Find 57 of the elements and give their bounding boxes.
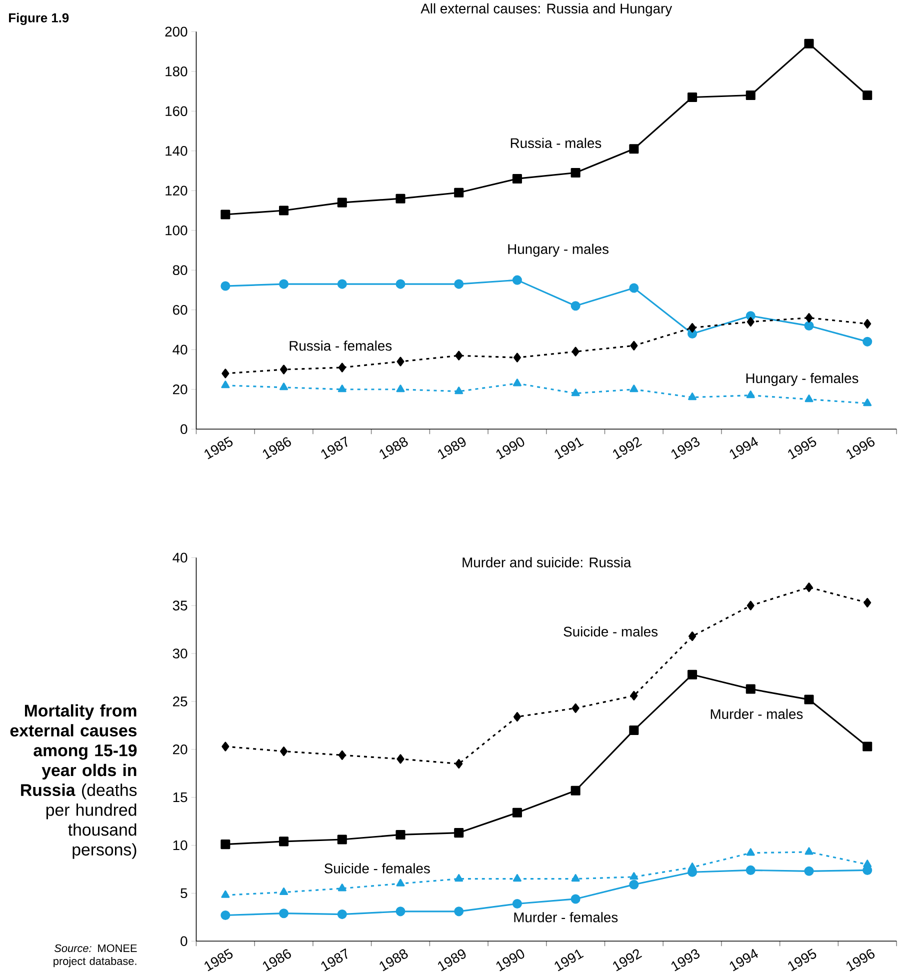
series-label: Hungary - males [508,244,609,257]
x-tick-label: 1985 [204,436,233,460]
y-tick-label: 5 [180,888,188,898]
y-tick-label: 0 [180,424,188,434]
x-tick-label: 1996 [846,437,875,460]
x-tick-label: 1985 [204,948,233,972]
x-tick-label: 1990 [496,437,524,460]
series-label: Suicide - females [324,863,430,874]
x-tick-label: 1996 [846,949,875,972]
x-tick-label: 1994 [730,436,758,460]
x-tick-label: 1991 [554,438,584,460]
series-label: Russia - females [290,340,392,351]
text: Source: MONEE project database. [54,944,138,968]
x-tick-label: 1991 [554,950,584,972]
y-tick-label: 120 [166,186,188,196]
series-label: Russia - males [511,138,602,148]
y-tick-label: 200 [166,26,188,37]
y-tick-label: 10 [174,840,188,850]
x-tick-label: 1989 [438,949,466,972]
x-tick-label: 1989 [438,437,466,460]
x-tick-label: 1993 [672,949,700,972]
x-tick-label: 1995 [788,436,816,460]
y-tick-label: 140 [166,146,188,156]
y-tick-label: 25 [173,696,188,706]
series-label: Hungary - females [746,372,858,386]
y-tick-label: 180 [166,66,188,76]
series-label: Murder - males [711,708,803,720]
series-label: Murder - females [514,912,618,922]
caption: Figure 1.9 [9,12,69,26]
chart-title: Murder and suicide: Russia [462,557,632,568]
x-tick-label: 1992 [613,949,642,972]
x-tick-label: 1993 [672,437,700,460]
x-tick-label: 1994 [730,948,758,972]
y-tick-label: 100 [166,225,188,236]
text: Mortality from external causes among 15-19 year olds in Russia (deaths per hundred thousand persons) [10,704,137,859]
x-tick-label: 1990 [496,949,524,972]
y-tick-label: 40 [172,344,188,355]
x-tick-label: 1992 [613,437,642,460]
x-tick-label: 1988 [380,437,408,460]
y-tick-label: 20 [173,744,188,754]
x-tick-label: 1986 [263,437,292,460]
y-tick-label: 20 [173,384,188,394]
y-tick-label: 60 [173,304,188,315]
y-tick-label: 35 [173,600,188,610]
x-tick-label: 1986 [263,949,292,972]
y-tick-label: 0 [180,936,188,946]
x-tick-label: 1987 [321,948,348,972]
chart-title: All external causes: Russia and Hungary [420,3,672,16]
y-tick-label: 15 [174,792,188,802]
x-tick-label: 1988 [380,949,408,972]
y-tick-label: 40 [172,552,188,563]
series-label: Suicide - males [564,626,658,637]
x-tick-label: 1987 [321,436,348,460]
y-tick-label: 160 [166,106,188,116]
x-tick-label: 1995 [788,948,816,972]
y-tick-label: 80 [173,265,188,276]
y-tick-label: 30 [173,648,188,658]
